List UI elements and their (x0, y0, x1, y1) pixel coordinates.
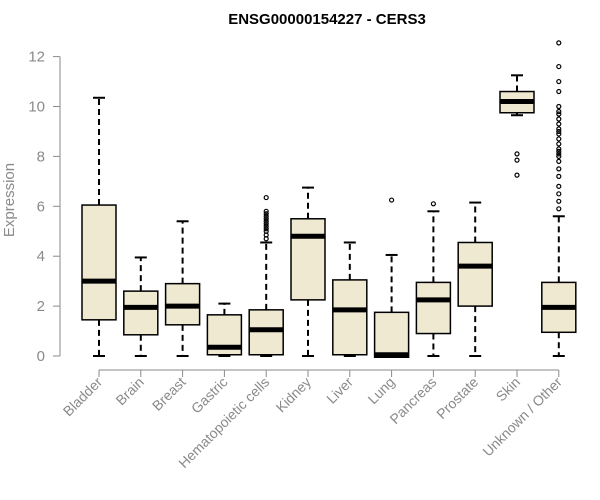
outlier-point (556, 111, 562, 117)
iqr-box (415, 281, 452, 335)
outlier-point (556, 126, 562, 132)
y-tick-label: 8 (37, 148, 45, 165)
y-tick-label: 12 (28, 49, 45, 66)
boxes-layer (81, 40, 577, 358)
iqr-box (290, 218, 326, 301)
x-tick-label: Brain (112, 374, 146, 408)
outlier-point (556, 78, 562, 85)
box-brain (123, 256, 159, 357)
box-lung (373, 197, 410, 358)
x-tick-label: Lung (364, 374, 397, 407)
box-liver (332, 241, 368, 357)
box-skin (499, 74, 535, 178)
outlier-point (556, 128, 562, 135)
outlier-point (556, 40, 562, 46)
y-tick-label: 4 (37, 248, 45, 265)
outlier-point (263, 221, 269, 227)
chart-title: ENSG00000154227 - CERS3 (228, 11, 426, 28)
outlier-point (556, 173, 562, 179)
outlier-point (514, 172, 520, 178)
outlier-point (556, 108, 562, 115)
outlier-point (556, 151, 562, 157)
box-bladder (81, 96, 117, 357)
x-tick-label: Prostate (433, 374, 481, 422)
outlier-point (263, 213, 269, 219)
box-kidney (290, 186, 326, 357)
iqr-box (332, 279, 368, 356)
outlier-point (556, 141, 562, 147)
box-unknown-other (541, 40, 577, 357)
outlier-point (556, 166, 562, 172)
iqr-box (457, 241, 493, 307)
outlier-point (556, 121, 562, 127)
x-tick-label: Breast (149, 374, 189, 414)
outlier-point (263, 216, 269, 222)
iqr-box (123, 290, 159, 336)
outlier-point (263, 211, 269, 217)
outlier-point (263, 228, 269, 234)
outlier-point (556, 116, 562, 122)
box-prostate (457, 201, 493, 357)
x-tick-label: Bladder (60, 374, 106, 420)
x-tick-label: Kidney (273, 374, 315, 416)
y-tick-label: 0 (37, 348, 45, 365)
outlier-point (556, 148, 562, 155)
box-pancreas (415, 201, 452, 357)
outlier-point (556, 146, 562, 152)
outlier-point (556, 158, 562, 164)
x-tick-label: Unknown / Other (479, 374, 565, 460)
outlier-point (556, 88, 562, 95)
outlier-point (556, 131, 562, 137)
y-axis-label: Expression (1, 163, 18, 237)
outlier-point (556, 191, 562, 197)
outlier-point (263, 218, 269, 224)
x-tick-label: Liver (323, 374, 356, 407)
iqr-box (373, 311, 410, 358)
outlier-point (556, 198, 562, 204)
outlier-point (430, 201, 436, 207)
y-tick-label: 6 (37, 198, 45, 215)
box-hematopoietic-cells (248, 194, 284, 357)
outlier-point (263, 194, 269, 201)
outlier-point (263, 226, 269, 232)
box-gastric (206, 302, 243, 357)
x-tick-label: Skin (493, 374, 524, 405)
outlier-point (263, 208, 269, 214)
outlier-point (389, 197, 395, 203)
outlier-point (556, 153, 562, 159)
iqr-box (81, 204, 117, 321)
outlier-point (263, 223, 269, 229)
outlier-point (556, 136, 562, 142)
outlier-point (556, 103, 562, 110)
outlier-point (556, 183, 562, 189)
outlier-point (514, 157, 520, 163)
outlier-point (514, 151, 520, 157)
box-breast (164, 220, 201, 357)
y-tick-label: 2 (37, 298, 45, 315)
y-axis: 0 2 4 6 8 10 12 (28, 49, 61, 365)
outlier-point (556, 206, 562, 212)
y-tick-label: 10 (28, 99, 45, 116)
outlier-point (556, 63, 562, 70)
